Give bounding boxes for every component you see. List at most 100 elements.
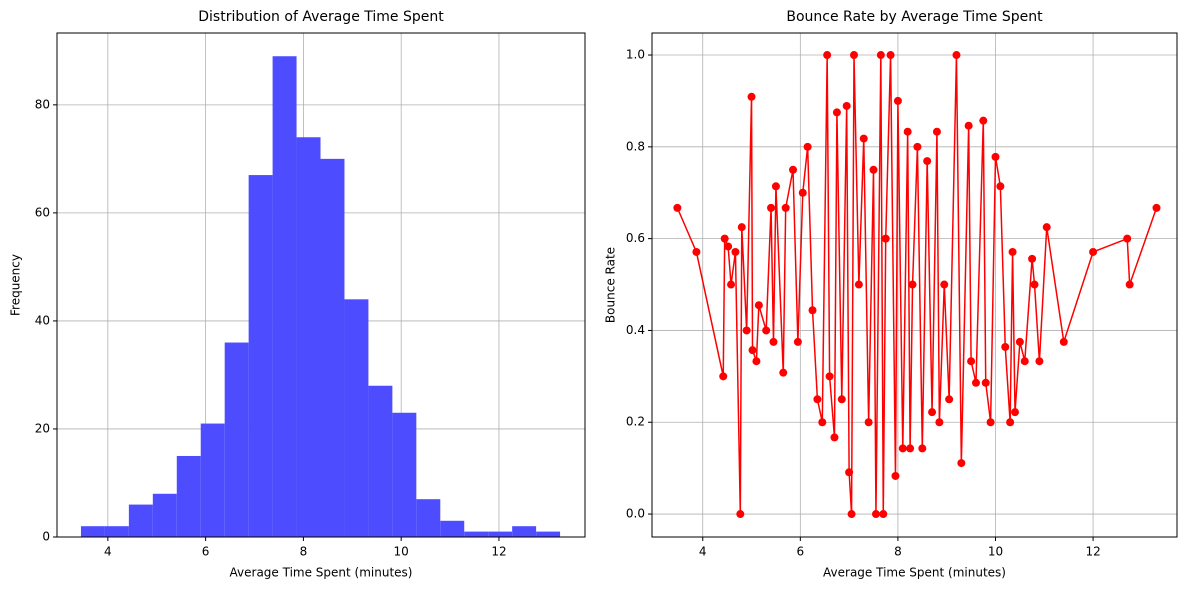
marker — [825, 372, 834, 381]
marker — [781, 203, 790, 212]
marker — [1015, 337, 1024, 346]
marker — [864, 418, 873, 427]
marker — [908, 280, 917, 289]
marker — [842, 101, 851, 110]
marker — [789, 165, 798, 174]
marker — [906, 444, 915, 453]
x-axis-label: Average Time Spent (minutes) — [230, 566, 413, 580]
marker — [881, 234, 890, 243]
x-axis-label: Average Time Spent (minutes) — [823, 566, 1006, 580]
x-tick-label: 8 — [300, 545, 308, 559]
histogram-bar — [80, 526, 105, 537]
marker — [737, 223, 746, 232]
histogram-bar — [200, 423, 225, 537]
y-axis-label: Frequency — [9, 254, 23, 316]
marker — [692, 247, 701, 256]
marker — [747, 92, 756, 101]
marker — [720, 234, 729, 243]
marker — [879, 510, 888, 519]
marker — [719, 372, 728, 381]
marker — [981, 378, 990, 387]
histogram-bar — [440, 520, 465, 537]
marker — [935, 418, 944, 427]
marker — [996, 182, 1005, 191]
axes-frame — [56, 32, 586, 538]
y-tick-label: 0 — [42, 530, 50, 544]
marker — [1020, 357, 1029, 366]
marker — [1035, 357, 1044, 366]
marker — [736, 510, 745, 519]
x-tick-label: 4 — [699, 545, 707, 559]
marker — [823, 51, 832, 60]
marker — [798, 188, 807, 197]
marker — [767, 203, 776, 212]
marker — [845, 468, 854, 477]
y-tick-label: 40 — [35, 313, 50, 327]
histogram-bar — [104, 526, 129, 537]
x-tick-label: 4 — [104, 545, 112, 559]
histogram-bar — [272, 56, 297, 537]
x-tick-label: 10 — [988, 545, 1003, 559]
marker — [886, 51, 895, 60]
marker — [830, 433, 839, 442]
marker — [913, 142, 922, 151]
marker — [1008, 247, 1017, 256]
marker — [871, 510, 880, 519]
marker — [1030, 280, 1039, 289]
histogram-bar — [368, 385, 393, 537]
marker — [986, 418, 995, 427]
marker — [837, 395, 846, 404]
histogram-bar — [320, 158, 345, 538]
y-axis-label: Bounce Rate — [604, 247, 618, 323]
marker — [1123, 234, 1132, 243]
marker — [673, 203, 682, 212]
marker — [847, 510, 856, 519]
marker — [1011, 408, 1020, 417]
marker — [859, 134, 868, 143]
y-tick-label: 60 — [35, 205, 50, 219]
marker — [869, 165, 878, 174]
chart-title: Bounce Rate by Average Time Spent — [786, 9, 1043, 25]
chart-title: Distribution of Average Time Spent — [198, 9, 444, 25]
y-tick-label: 0.4 — [626, 323, 645, 337]
marker — [964, 121, 973, 130]
histogram-bar — [344, 299, 369, 537]
y-tick-label: 0.2 — [626, 415, 645, 429]
marker — [1001, 342, 1010, 351]
histogram-bar — [512, 526, 537, 537]
y-tick-label: 0.8 — [626, 139, 645, 153]
marker — [731, 247, 740, 256]
y-tick-label: 1.0 — [626, 48, 645, 62]
histogram-bar — [152, 493, 177, 537]
marker — [1006, 418, 1015, 427]
histogram-bar — [488, 531, 513, 537]
marker — [952, 51, 961, 60]
marker — [971, 378, 980, 387]
marker — [849, 51, 858, 60]
histogram-bar — [536, 531, 561, 537]
marker — [818, 418, 827, 427]
marker — [1152, 203, 1161, 212]
marker — [876, 51, 885, 60]
marker — [940, 280, 949, 289]
marker — [928, 408, 937, 417]
marker — [1059, 337, 1068, 346]
marker — [1125, 280, 1134, 289]
x-tick-label: 8 — [894, 545, 902, 559]
marker — [832, 108, 841, 117]
marker — [979, 116, 988, 125]
marker — [779, 368, 788, 377]
marker — [762, 326, 771, 335]
marker — [854, 280, 863, 289]
marker — [1028, 254, 1037, 263]
x-tick-label: 12 — [1085, 545, 1100, 559]
marker — [771, 182, 780, 191]
marker — [893, 96, 902, 105]
x-tick-label: 6 — [202, 545, 210, 559]
histogram-bar — [176, 455, 201, 537]
marker — [898, 444, 907, 453]
y-tick-label: 80 — [35, 97, 50, 111]
marker — [808, 306, 817, 315]
